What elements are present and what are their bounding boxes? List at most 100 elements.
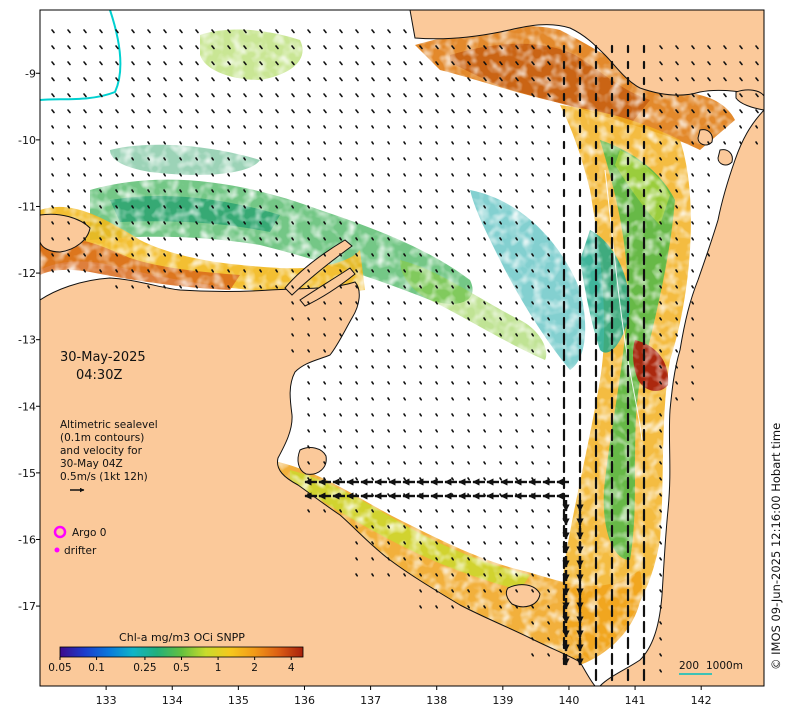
velocity-arrow: [467, 413, 471, 417]
velocity-arrow: [451, 365, 455, 369]
velocity-arrow: [211, 141, 214, 145]
velocity-arrow: [371, 29, 375, 34]
velocity-arrow: [355, 157, 359, 161]
velocity-arrow: [499, 205, 503, 209]
velocity-arrow: [339, 45, 343, 50]
velocity-arrow: [163, 125, 166, 129]
velocity-arrow: [547, 189, 551, 193]
velocity-arrow: [691, 333, 695, 337]
velocity-arrow: [659, 205, 663, 209]
velocity-arrow: [83, 189, 86, 193]
velocity-arrow: [547, 461, 551, 465]
velocity-arrow: [307, 365, 311, 369]
velocity-arrow: [51, 237, 55, 241]
velocity-arrow: [435, 397, 439, 401]
velocity-arrow: [467, 77, 471, 82]
velocity-arrow: [355, 93, 359, 98]
velocity-arrow: [371, 221, 375, 225]
velocity-arrow: [243, 221, 246, 225]
velocity-arrow: [403, 333, 407, 337]
velocity-arrow: [451, 381, 455, 385]
velocity-arrow: [531, 509, 535, 513]
velocity-arrow: [435, 413, 439, 417]
velocity-arrow: [355, 221, 359, 225]
velocity-arrow: [659, 189, 663, 193]
velocity-arrow: [451, 349, 455, 353]
velocity-arrow: [403, 141, 407, 145]
velocity-arrow: [499, 333, 503, 337]
velocity-arrow: [659, 461, 663, 465]
velocity-arrow: [387, 189, 391, 193]
velocity-arrow: [275, 237, 279, 241]
velocity-arrow: [291, 93, 295, 98]
velocity-arrow: [179, 285, 182, 289]
velocity-arrow: [259, 125, 263, 129]
lon-tick-label: 142: [691, 694, 712, 707]
velocity-arrow: [531, 621, 535, 625]
velocity-arrow: [515, 589, 519, 593]
velocity-arrow: [451, 125, 455, 129]
velocity-arrow: [419, 253, 423, 257]
velocity-arrow: [691, 189, 695, 193]
velocity-arrow: [659, 493, 663, 497]
velocity-arrow: [371, 445, 375, 449]
velocity-arrow: [179, 45, 183, 50]
velocity-arrow: [483, 557, 487, 561]
velocity-arrow: [51, 253, 55, 257]
velocity-arrow: [531, 125, 535, 129]
velocity-arrow: [499, 397, 503, 401]
velocity-arrow: [403, 125, 407, 129]
velocity-arrow: [387, 109, 391, 114]
velocity-arrow: [483, 221, 487, 225]
shelf-edge-line: [40, 10, 122, 101]
velocity-arrow: [195, 253, 198, 257]
velocity-arrow: [531, 173, 535, 177]
velocity-arrow: [691, 285, 695, 289]
velocity-arrow: [355, 541, 359, 545]
velocity-arrow: [67, 221, 70, 225]
velocity-arrow: [83, 45, 87, 50]
velocity-arrow: [403, 189, 407, 193]
velocity-arrow: [387, 29, 391, 34]
velocity-arrow: [291, 333, 295, 337]
velocity-arrow: [419, 93, 423, 98]
velocity-arrow: [403, 61, 407, 66]
velocity-arrow: [387, 509, 391, 513]
velocity-arrow: [355, 61, 359, 66]
velocity-arrow: [435, 589, 439, 593]
velocity-arrow: [355, 125, 359, 129]
velocity-arrow: [211, 157, 214, 161]
velocity-arrow: [675, 317, 679, 321]
velocity-arrow: [339, 477, 343, 481]
velocity-arrow: [147, 221, 150, 225]
velocity-arrow: [131, 109, 135, 114]
velocity-arrow: [515, 541, 519, 545]
velocity-arrow: [179, 237, 182, 241]
velocity-arrow: [275, 109, 279, 114]
velocity-arrow: [387, 253, 391, 257]
velocity-arrow: [531, 349, 535, 353]
velocity-arrow: [355, 189, 359, 193]
lat-tick-label: -10: [18, 134, 36, 147]
velocity-arrow: [531, 333, 535, 337]
velocity-arrow: [259, 93, 263, 98]
lon-tick-label: 137: [360, 694, 381, 707]
velocity-arrow: [403, 541, 407, 545]
velocity-arrow: [691, 77, 695, 82]
velocity-arrow: [659, 125, 663, 129]
velocity-arrow: [371, 45, 375, 50]
velocity-arrow: [195, 285, 198, 289]
velocity-arrow: [515, 445, 519, 449]
velocity-arrow: [131, 157, 134, 161]
velocity-arrow: [451, 189, 455, 193]
argo-marker-icon: [53, 525, 67, 539]
velocity-arrow: [307, 477, 311, 481]
velocity-arrow: [115, 285, 118, 289]
velocity-arrow: [675, 189, 679, 193]
credit-text: © IMOS 09-Jun-2025 12:16:00 Hobart time: [769, 423, 783, 670]
velocity-arrow: [483, 125, 487, 129]
velocity-arrow: [387, 333, 391, 337]
velocity-arrow: [355, 477, 359, 481]
velocity-arrow: [675, 173, 679, 177]
lon-tick-label: 140: [558, 694, 579, 707]
